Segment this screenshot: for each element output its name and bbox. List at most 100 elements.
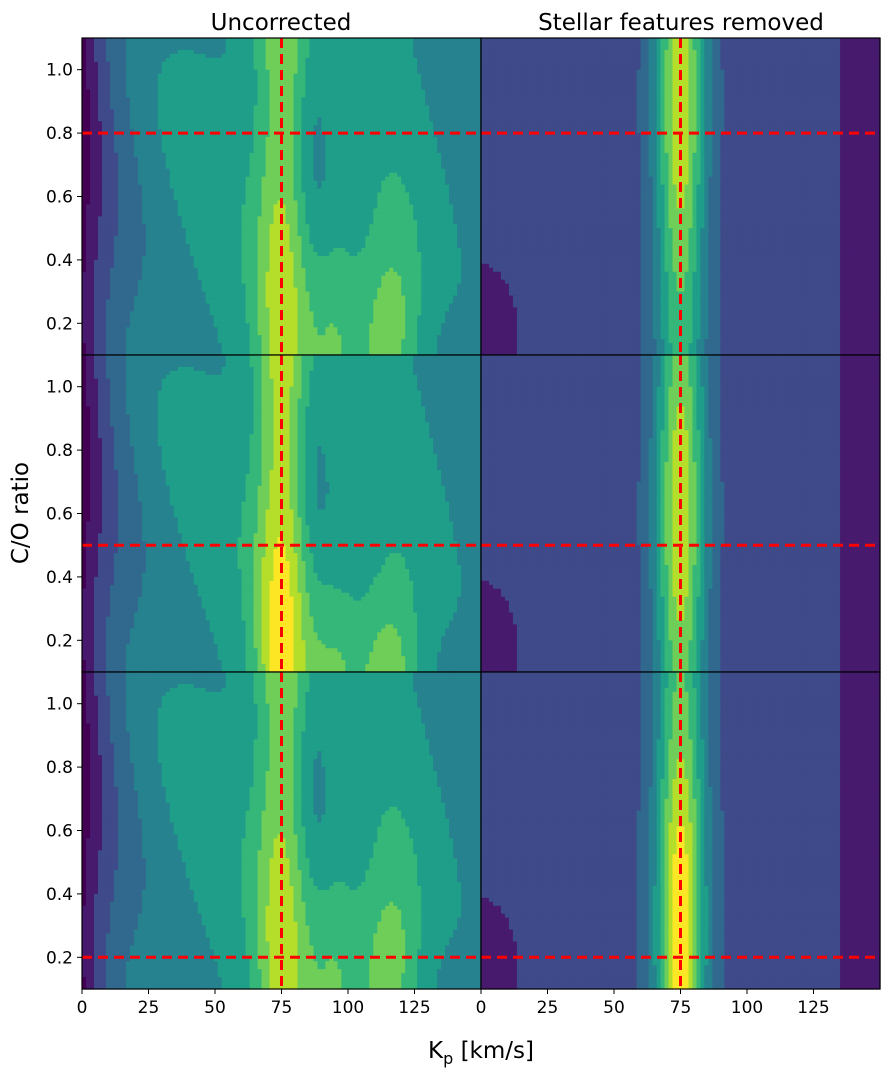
contour-cell <box>162 181 167 186</box>
contour-cell <box>258 161 263 166</box>
contour-cell <box>126 125 131 130</box>
contour-cell <box>150 109 155 114</box>
contour-cell <box>397 177 402 182</box>
contour-cell <box>242 86 247 91</box>
contour-cell <box>138 141 143 146</box>
contour-cell <box>86 161 91 166</box>
contour-cell <box>345 177 350 182</box>
contour-cell <box>405 121 410 126</box>
contour-cell <box>289 46 294 51</box>
contour-cell <box>258 86 263 91</box>
contour-cell <box>130 185 135 190</box>
contour-cell <box>441 117 446 122</box>
contour-cell <box>114 50 119 55</box>
contour-cell <box>433 62 438 67</box>
contour-cell <box>389 189 394 194</box>
contour-cell <box>341 153 346 158</box>
contour-cell <box>309 117 314 122</box>
contour-cell <box>365 149 370 154</box>
contour-cell <box>130 58 135 63</box>
contour-cell <box>389 93 394 98</box>
contour-cell <box>297 181 302 186</box>
contour-cell <box>114 113 119 118</box>
contour-cell <box>377 86 382 91</box>
contour-cell <box>114 42 119 47</box>
contour-cell <box>246 42 251 47</box>
contour-cell <box>166 70 171 75</box>
contour-cell <box>285 133 290 138</box>
contour-cell <box>210 86 215 91</box>
contour-cell <box>461 109 466 114</box>
contour-cell <box>274 193 279 198</box>
contour-cell <box>262 173 267 178</box>
contour-cell <box>242 101 247 106</box>
contour-cell <box>393 82 398 87</box>
contour-cell <box>425 117 430 122</box>
contour-cell <box>210 157 215 162</box>
contour-cell <box>297 193 302 198</box>
contour-cell <box>377 90 382 95</box>
contour-cell <box>361 145 366 150</box>
contour-cell <box>274 165 279 170</box>
contour-cell <box>246 117 251 122</box>
contour-cell <box>154 97 159 102</box>
contour-cell <box>226 137 231 142</box>
contour-cell <box>110 145 115 150</box>
contour-cell <box>266 97 271 102</box>
contour-cell <box>413 117 418 122</box>
contour-cell <box>170 46 175 51</box>
contour-cell <box>154 161 159 166</box>
contour-cell <box>262 58 267 63</box>
contour-cell <box>230 90 235 95</box>
contour-cell <box>409 117 414 122</box>
contour-cell <box>453 149 458 154</box>
contour-cell <box>254 181 259 186</box>
contour-cell <box>461 117 466 122</box>
contour-cell <box>293 137 298 142</box>
contour-cell <box>262 54 267 59</box>
contour-cell <box>393 66 398 71</box>
contour-cell <box>389 153 394 158</box>
contour-cell <box>102 97 107 102</box>
contour-cell <box>417 149 422 154</box>
contour-cell <box>174 185 179 190</box>
contour-cell <box>154 66 159 71</box>
contour-cell <box>198 113 203 118</box>
contour-cell <box>465 125 470 130</box>
contour-cell <box>449 38 454 43</box>
contour-cell <box>393 58 398 63</box>
contour-cell <box>218 165 223 170</box>
contour-cell <box>461 46 466 51</box>
contour-cell <box>389 137 394 142</box>
contour-cell <box>86 157 91 162</box>
contour-cell <box>317 105 322 110</box>
contour-cell <box>162 137 167 142</box>
contour-cell <box>297 105 302 110</box>
contour-cell <box>154 169 159 174</box>
contour-cell <box>437 101 442 106</box>
contour-cell <box>90 50 95 55</box>
contour-cell <box>182 173 187 178</box>
contour-cell <box>313 189 318 194</box>
contour-cell <box>433 153 438 158</box>
contour-cell <box>194 153 199 158</box>
contour-cell <box>425 93 430 98</box>
contour-cell <box>174 157 179 162</box>
contour-cell <box>389 46 394 51</box>
contour-cell <box>445 161 450 166</box>
contour-cell <box>122 58 127 63</box>
contour-cell <box>369 121 374 126</box>
contour-cell <box>297 165 302 170</box>
contour-cell <box>194 181 199 186</box>
contour-cell <box>381 133 386 138</box>
contour-cell <box>325 121 330 126</box>
contour-cell <box>222 97 227 102</box>
contour-cell <box>309 113 314 118</box>
contour-cell <box>285 38 290 43</box>
contour-cell <box>82 173 87 178</box>
contour-cell <box>170 161 175 166</box>
contour-cell <box>98 86 103 91</box>
contour-cell <box>297 157 302 162</box>
contour-cell <box>341 157 346 162</box>
contour-cell <box>289 125 294 130</box>
